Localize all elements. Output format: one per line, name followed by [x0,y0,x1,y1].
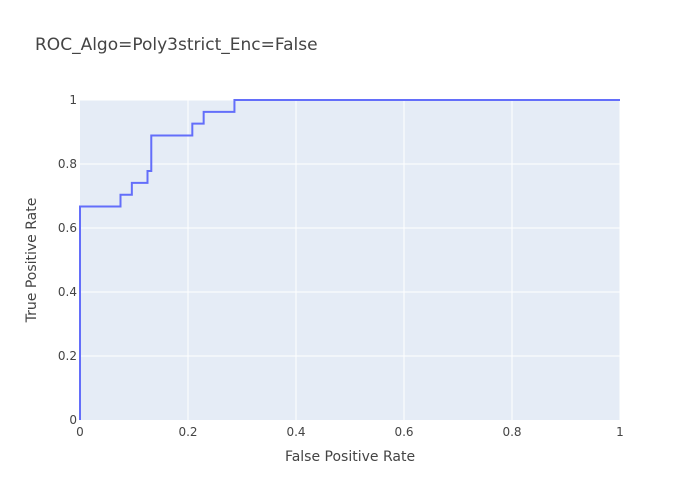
y-tick-label: 0.2 [58,349,77,363]
y-tick-label: 0.8 [58,157,77,171]
y-axis-label: True Positive Rate [24,198,40,324]
y-tick-label: 0 [69,413,77,427]
roc-curve-line [79,99,620,420]
x-tick-label: 1 [616,425,624,439]
tick-labels: 0 0.2 0.4 0.6 0.8 1 0 0.2 0.4 0.6 0.8 1 [58,93,624,439]
y-tick-label: 0.4 [58,285,77,299]
x-tick-label: 0 [76,425,84,439]
x-tick-label: 0.2 [178,425,197,439]
y-tick-label: 1 [69,93,77,107]
x-tick-label: 0.6 [394,425,413,439]
plot-area [80,100,620,420]
x-tick-label: 0.4 [286,425,305,439]
x-tick-label: 0.8 [502,425,521,439]
x-axis-label: False Positive Rate [285,449,415,465]
chart-title: ROC_Algo=Poly3strict_Enc=False [35,35,318,55]
y-tick-label: 0.6 [58,221,77,235]
